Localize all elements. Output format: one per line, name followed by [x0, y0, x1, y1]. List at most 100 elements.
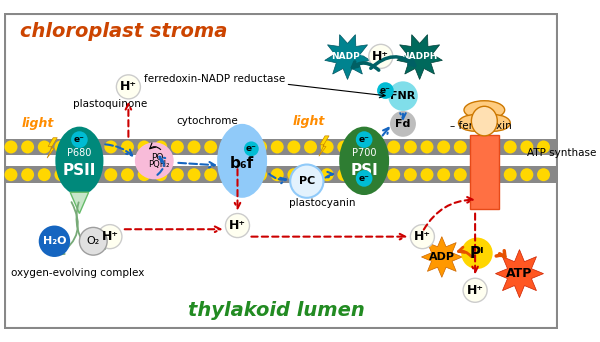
Circle shape — [5, 168, 17, 181]
Text: e⁻: e⁻ — [359, 174, 370, 183]
Circle shape — [337, 141, 350, 154]
Circle shape — [254, 168, 267, 181]
Text: ADP: ADP — [429, 252, 455, 262]
FancyBboxPatch shape — [5, 14, 557, 328]
Ellipse shape — [472, 106, 497, 136]
Text: Fd: Fd — [395, 119, 410, 129]
Circle shape — [154, 141, 167, 154]
Circle shape — [271, 168, 284, 181]
Ellipse shape — [217, 124, 267, 198]
Circle shape — [121, 168, 134, 181]
Circle shape — [410, 225, 434, 249]
Circle shape — [226, 213, 250, 238]
Circle shape — [254, 141, 267, 154]
Circle shape — [454, 141, 467, 154]
Circle shape — [321, 141, 334, 154]
Circle shape — [154, 168, 167, 181]
Circle shape — [21, 141, 34, 154]
Circle shape — [38, 141, 51, 154]
Text: b₆f: b₆f — [230, 156, 254, 171]
Circle shape — [537, 168, 550, 181]
Ellipse shape — [339, 127, 389, 195]
Text: light: light — [292, 116, 325, 129]
Circle shape — [354, 141, 367, 154]
Circle shape — [487, 141, 500, 154]
Circle shape — [404, 141, 417, 154]
Circle shape — [244, 141, 259, 156]
Text: H₂O: H₂O — [43, 236, 66, 246]
Circle shape — [238, 141, 250, 154]
Circle shape — [321, 168, 334, 181]
Text: Pᴵ: Pᴵ — [470, 246, 484, 261]
Text: NADPH: NADPH — [401, 52, 438, 61]
Circle shape — [88, 141, 101, 154]
Circle shape — [188, 168, 200, 181]
Circle shape — [55, 168, 67, 181]
Circle shape — [171, 168, 184, 181]
Text: H⁺: H⁺ — [372, 50, 389, 63]
Polygon shape — [325, 35, 370, 79]
Circle shape — [337, 168, 350, 181]
Ellipse shape — [55, 127, 103, 195]
Text: PQ: PQ — [151, 153, 163, 162]
Text: P680: P680 — [67, 148, 92, 158]
Circle shape — [204, 168, 217, 181]
Text: thylakoid lumen: thylakoid lumen — [188, 301, 365, 320]
Circle shape — [504, 168, 517, 181]
Circle shape — [290, 165, 323, 198]
Circle shape — [537, 141, 550, 154]
Polygon shape — [496, 250, 544, 298]
Circle shape — [387, 141, 400, 154]
Circle shape — [188, 141, 200, 154]
Polygon shape — [70, 192, 89, 213]
Circle shape — [137, 168, 151, 181]
Ellipse shape — [458, 115, 492, 131]
Text: NADP⁺: NADP⁺ — [331, 52, 364, 61]
Text: P700: P700 — [352, 148, 376, 158]
Text: ferredoxin-NADP reductase: ferredoxin-NADP reductase — [144, 74, 285, 84]
Ellipse shape — [477, 115, 510, 131]
Text: PSII: PSII — [63, 162, 96, 177]
Text: PC: PC — [299, 176, 315, 186]
Circle shape — [287, 141, 301, 154]
Circle shape — [377, 82, 394, 99]
Text: plastocyanin: plastocyanin — [289, 198, 356, 208]
Circle shape — [371, 141, 383, 154]
Circle shape — [71, 168, 84, 181]
Circle shape — [470, 141, 484, 154]
Text: FNR: FNR — [391, 91, 416, 101]
Bar — [4, 139, 559, 155]
Circle shape — [404, 168, 417, 181]
Bar — [470, 135, 499, 209]
Text: cytochrome: cytochrome — [176, 116, 238, 126]
Ellipse shape — [135, 142, 174, 179]
Text: PSI: PSI — [350, 162, 378, 177]
Circle shape — [487, 168, 500, 181]
Text: H⁺: H⁺ — [101, 230, 118, 243]
Circle shape — [354, 168, 367, 181]
Text: e⁻: e⁻ — [246, 144, 257, 153]
Text: H⁺: H⁺ — [467, 284, 484, 297]
Circle shape — [121, 141, 134, 154]
Bar — [4, 166, 559, 183]
Text: O₂: O₂ — [86, 236, 100, 246]
Text: e⁻: e⁻ — [380, 86, 391, 95]
Polygon shape — [397, 35, 442, 79]
Polygon shape — [421, 237, 462, 277]
Circle shape — [388, 81, 418, 111]
Circle shape — [39, 225, 70, 257]
Polygon shape — [319, 136, 329, 156]
Circle shape — [461, 238, 493, 269]
Circle shape — [221, 141, 234, 154]
Text: ATP: ATP — [506, 267, 533, 280]
Text: PQH₂: PQH₂ — [148, 160, 170, 169]
Circle shape — [356, 170, 373, 187]
Circle shape — [5, 141, 17, 154]
Circle shape — [71, 141, 84, 154]
Circle shape — [421, 168, 433, 181]
Circle shape — [463, 278, 487, 302]
Circle shape — [221, 168, 234, 181]
Text: H⁺: H⁺ — [120, 80, 137, 93]
Circle shape — [504, 141, 517, 154]
Circle shape — [271, 141, 284, 154]
